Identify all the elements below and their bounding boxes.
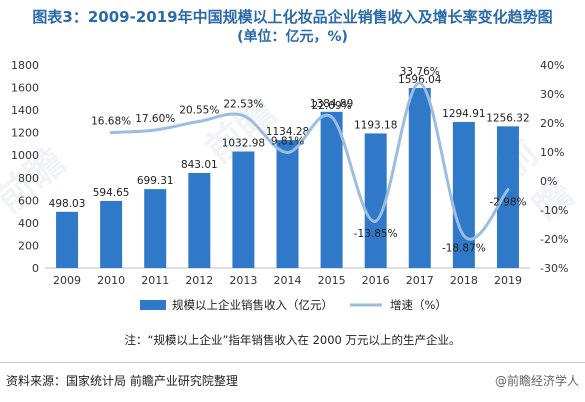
line-value-label: 20.55% — [179, 104, 219, 116]
y-left-tick-label: 200 — [18, 239, 39, 252]
y-right-tick-label: 30% — [540, 88, 564, 101]
bar-2017 — [408, 88, 431, 268]
line-value-label: 16.68% — [91, 116, 131, 128]
bar-value-label: 699.31 — [137, 175, 174, 187]
bar-2014 — [276, 140, 299, 268]
line-value-label: -13.85% — [354, 228, 398, 240]
y-right-tick-label: 40% — [540, 59, 564, 72]
watermark-text: @前瞻经济学人 — [494, 374, 579, 388]
y-left-tick-label: 400 — [18, 217, 39, 230]
bar-value-label: 1294.91 — [442, 108, 485, 120]
bar-2015 — [320, 111, 343, 268]
line-value-label: 22.53% — [223, 99, 263, 111]
x-tick-label: 2019 — [494, 274, 522, 287]
footer-divider — [0, 362, 585, 363]
y-right-tick-label: 0% — [540, 175, 557, 188]
x-tick-label: 2012 — [185, 274, 213, 287]
x-tick-label: 2014 — [274, 274, 302, 287]
y-right-tick-label: -30% — [540, 262, 568, 275]
bar-value-label: 1193.18 — [354, 119, 397, 131]
chart-note: 注：“规模以上企业”指年销售收入在 2000 万元以上的生产企业。 — [124, 333, 461, 347]
bar-2009 — [56, 211, 79, 268]
bar-2019 — [496, 126, 519, 268]
y-right-tick-label: 20% — [540, 117, 564, 130]
line-value-label: -18.87% — [442, 243, 486, 255]
x-tick-label: 2017 — [406, 274, 434, 287]
line-value-label: -2.98% — [489, 197, 526, 209]
bar-2011 — [144, 189, 167, 268]
bar-value-label: 594.65 — [93, 187, 130, 199]
bar-2013 — [232, 151, 255, 268]
bar-value-label: 1032.98 — [222, 138, 265, 150]
data-source: 资料来源：国家统计局 前瞻产业研究院整理 — [6, 374, 238, 388]
x-tick-label: 2015 — [318, 274, 346, 287]
chart-title: 图表3：2009-2019年中国规模以上化妆品企业销售收入及增长率变化趋势图 — [32, 8, 553, 26]
bar-2018 — [452, 121, 475, 269]
line-value-label: 9.81% — [271, 136, 304, 148]
y-left-tick-label: 1600 — [11, 82, 39, 95]
y-left-tick-label: 1200 — [11, 127, 39, 140]
y-left-tick-label: 1000 — [11, 149, 39, 162]
bar-value-label: 498.03 — [49, 198, 86, 210]
bar-value-label: 1596.04 — [398, 74, 442, 86]
chart-subtitle: (单位：亿元，%) — [237, 29, 348, 45]
y-right-tick-label: -20% — [540, 233, 568, 246]
x-tick-label: 2010 — [97, 274, 125, 287]
x-tick-label: 2011 — [141, 274, 169, 287]
y-right-tick-label: -10% — [540, 204, 568, 217]
bar-value-label: 843.01 — [181, 159, 218, 171]
legend-bar-label: 规模以上企业销售收入（亿元） — [172, 298, 333, 312]
bar-value-label: 1256.32 — [486, 112, 529, 124]
y-left-tick-label: 1400 — [11, 104, 39, 117]
line-value-label: 22.09% — [312, 100, 352, 112]
y-left-tick-label: 1800 — [11, 59, 39, 72]
x-tick-label: 2018 — [450, 274, 478, 287]
bar-value-label: 1384.89 — [310, 98, 353, 110]
x-tick-label: 2013 — [229, 274, 257, 287]
growth-rate-line — [109, 81, 510, 241]
x-tick-label: 2016 — [362, 274, 390, 287]
legend-line-label: 增速（%） — [390, 298, 447, 312]
line-value-label: 17.60% — [135, 113, 175, 125]
bar-line-chart: 0 200 400 600 800 1000 1200 1400 1600 1800 -30% -20… — [11, 59, 568, 312]
bar-value-label: 1134.28 — [266, 126, 309, 138]
bar-2010 — [100, 200, 123, 268]
y-left-tick-label: 800 — [18, 172, 39, 185]
line-value-label: 33.76% — [400, 66, 440, 78]
bar-2016 — [364, 133, 387, 268]
x-tick-label: 2009 — [53, 274, 81, 287]
y-left-tick-label: 600 — [18, 194, 39, 207]
bar-2012 — [188, 172, 211, 268]
y-left-tick-label: 0 — [32, 262, 39, 275]
legend-bar-swatch — [140, 300, 166, 310]
y-right-tick-label: 10% — [540, 146, 564, 159]
